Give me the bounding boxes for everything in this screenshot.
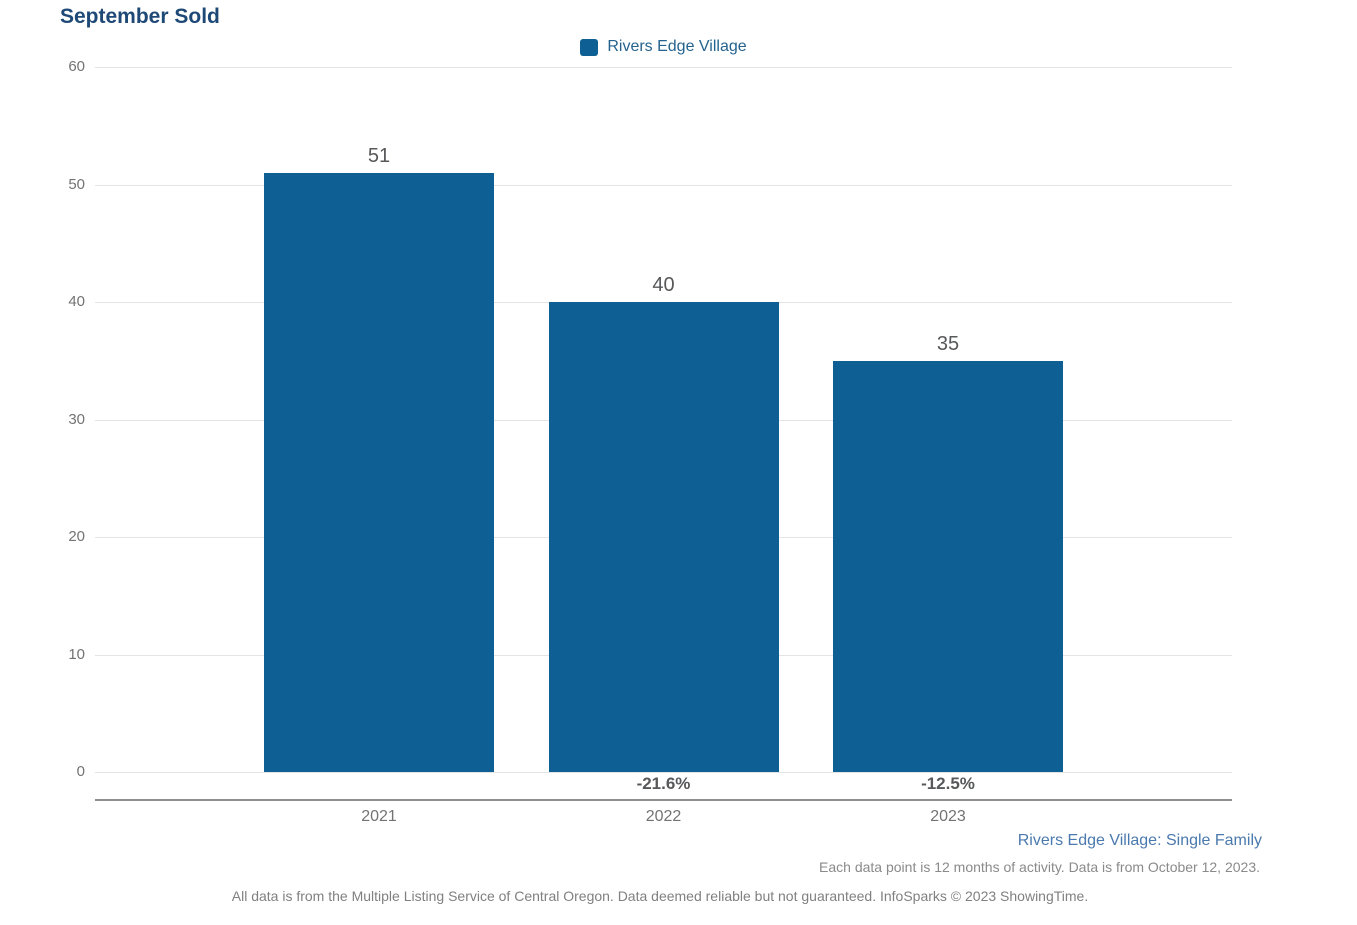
y-tick-label: 20: [68, 528, 85, 545]
bar-2023[interactable]: [833, 360, 1063, 772]
x-tick-label: 2021: [361, 808, 397, 825]
pct-change-label: -12.5%: [921, 774, 975, 793]
legend-label: Rivers Edge Village: [607, 38, 747, 55]
y-axis: 60 50 40 30 20 10 0: [0, 58, 85, 780]
y-tick-label: 60: [68, 58, 85, 75]
pct-change-label: -21.6%: [636, 774, 691, 793]
footer-series-note: Rivers Edge Village: Single Family: [1017, 832, 1262, 849]
y-tick-label: 0: [76, 763, 85, 780]
x-tick-label: 2022: [645, 808, 682, 825]
gridline: [95, 184, 1232, 186]
gridline: [95, 772, 1232, 773]
y-tick-label: 50: [68, 175, 85, 193]
y-tick-label: 30: [68, 410, 85, 428]
bar-value-label: 51: [367, 144, 391, 167]
x-axis-line: [95, 799, 1232, 801]
legend-swatch-icon: [580, 38, 599, 56]
x-tick-label: 2023: [930, 808, 966, 825]
bar-value-label: 40: [652, 274, 675, 296]
y-tick-label: 10: [68, 645, 85, 663]
y-tick-label: 40: [68, 293, 85, 310]
pct-change-row: -21.6% -12.5%: [95, 774, 1232, 798]
gridline: [95, 67, 1232, 68]
bar-2022[interactable]: [548, 302, 779, 772]
chart-title: September Sold: [60, 5, 220, 28]
plot-area: 51 40 35: [95, 67, 1232, 773]
x-axis-labels: 2021 2022 2023: [95, 808, 1232, 830]
bar-value-label: 35: [936, 332, 960, 355]
footer-data-note: Each data point is 12 months of activity…: [819, 859, 1260, 875]
footer-disclaimer: All data is from the Multiple Listing Se…: [231, 888, 1089, 904]
bar-2021[interactable]: [264, 172, 494, 772]
legend-item[interactable]: Rivers Edge Village: [95, 37, 1232, 57]
